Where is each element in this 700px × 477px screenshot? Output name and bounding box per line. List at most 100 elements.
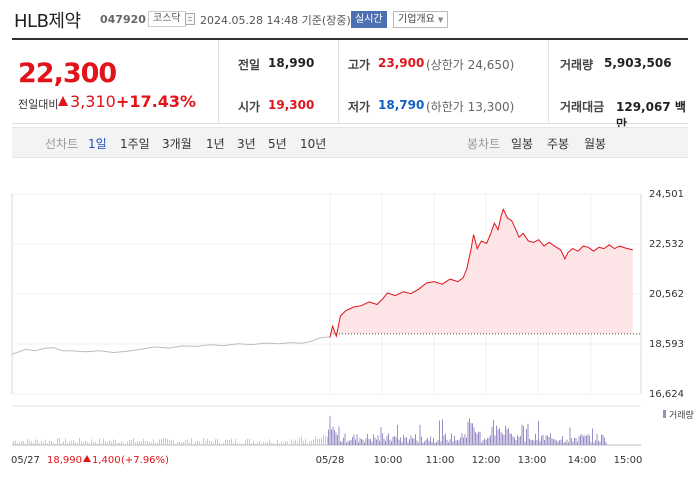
today-volume-bar <box>365 438 367 445</box>
prev-volume-bar <box>187 439 188 445</box>
today-volume-bar <box>439 420 440 445</box>
intraday-chart[interactable]: 24,501 22,532 20,562 18,593 16,624 거래량 05/28 10… <box>0 180 700 477</box>
prev-volume-bar <box>201 443 202 445</box>
today-volume-bar <box>389 439 391 445</box>
today-volume-bar <box>514 437 515 445</box>
prev-volume-bar <box>147 441 148 445</box>
prev-volume-bar <box>253 441 254 445</box>
today-volume-bar <box>538 421 539 445</box>
today-volume-bar <box>524 441 526 445</box>
company-overview-dropdown[interactable]: 기업개요 ▼ <box>393 11 449 28</box>
today-volume-bar <box>385 440 386 445</box>
today-volume-bar <box>350 439 352 445</box>
prev-volume-bar <box>23 440 24 445</box>
tab-1day[interactable]: 1일 <box>88 137 107 151</box>
prev-volume-bar <box>199 441 200 445</box>
tab-10years[interactable]: 10년 <box>300 137 327 151</box>
today-volume-bar <box>563 442 565 445</box>
prev-volume-bar <box>175 443 176 445</box>
prev-day-change: 1,400 <box>92 455 121 466</box>
prev-volume-bar <box>285 441 286 445</box>
realtime-button[interactable]: 실시간 <box>351 11 387 28</box>
today-volume-bar <box>470 423 472 445</box>
today-volume-bar <box>505 425 506 445</box>
prev-close-value: 18,990 <box>268 56 315 70</box>
divider <box>548 40 549 124</box>
today-volume-bar <box>328 429 329 445</box>
prev-volume-bar <box>69 441 70 445</box>
today-volume-bar <box>469 418 470 445</box>
tab-1year[interactable]: 1년 <box>206 137 225 151</box>
prev-volume-bar <box>53 442 54 445</box>
prev-volume-bar <box>97 443 98 445</box>
tab-1week[interactable]: 1주일 <box>120 137 150 151</box>
prev-volume-bar <box>61 443 62 445</box>
tab-3months[interactable]: 3개월 <box>162 137 192 151</box>
today-volume-bar <box>494 435 496 445</box>
prev-volume-bar <box>295 439 296 445</box>
stock-name[interactable]: HLB제약 <box>14 11 81 32</box>
prev-volume-bar <box>111 441 112 445</box>
today-volume-bar <box>497 429 499 445</box>
price-summary: 22,300 전일대비 3,310 +17.43% 전일 18,990 시가 1… <box>12 38 688 131</box>
today-volume-bar <box>430 436 431 445</box>
prev-volume-bar <box>151 442 152 445</box>
today-volume-bar <box>431 442 433 445</box>
prev-volume-bar <box>57 438 58 445</box>
prev-volume-bar <box>311 440 312 445</box>
tab-monthly-candle[interactable]: 월봉 <box>584 137 607 151</box>
today-volume-bar <box>493 419 494 445</box>
stock-code: 047920 <box>100 13 146 26</box>
today-volume-bar <box>571 437 572 445</box>
amount-value: 129,067 백만 <box>616 100 686 131</box>
today-volume-bar <box>508 428 509 445</box>
today-volume-bar <box>575 438 577 445</box>
prev-volume-bar <box>193 443 194 445</box>
tab-daily-candle[interactable]: 일봉 <box>511 137 534 151</box>
tab-3years[interactable]: 3년 <box>237 137 256 151</box>
prev-volume-bar <box>205 441 206 445</box>
prev-volume-bar <box>227 439 228 445</box>
today-volume-bar <box>445 433 446 445</box>
today-volume-bar <box>332 426 334 445</box>
volume-label: 거래량 <box>560 58 594 72</box>
today-volume-bar <box>433 438 434 445</box>
prev-volume-bar <box>167 438 168 445</box>
prev-close-label: 전일 <box>238 58 261 72</box>
prev-volume-bar <box>203 438 204 445</box>
today-volume-bar <box>440 441 442 445</box>
today-volume-bar <box>490 435 491 445</box>
prev-volume-bar <box>277 440 278 445</box>
prev-volume-bar <box>127 441 128 445</box>
today-volume-bar <box>421 436 422 445</box>
prev-volume-bar <box>99 438 100 445</box>
today-volume-bar <box>428 440 430 445</box>
today-volume-bar <box>427 437 428 445</box>
prev-volume-bar <box>31 441 32 445</box>
today-volume-bar <box>457 439 458 445</box>
prev-volume-bar <box>119 442 120 445</box>
today-volume-bar <box>401 441 403 445</box>
tab-weekly-candle[interactable]: 주봉 <box>547 137 570 151</box>
prev-volume-bar <box>63 441 64 445</box>
today-volume-bar <box>481 442 482 445</box>
prev-volume-bar <box>183 441 184 445</box>
today-volume-bar <box>479 431 481 445</box>
today-volume-bar <box>395 437 397 445</box>
today-volume-bar <box>557 441 559 445</box>
prev-volume-bar <box>71 440 72 445</box>
prev-volume-bar <box>171 440 172 445</box>
prev-volume-bar <box>169 439 170 445</box>
today-volume-bar <box>392 436 394 445</box>
today-volume-bar <box>515 440 517 445</box>
prev-volume-bar <box>157 442 158 445</box>
prev-volume-bar <box>181 442 182 445</box>
prev-volume-bar <box>293 441 294 445</box>
today-volume-bar <box>400 437 401 445</box>
tab-5years[interactable]: 5년 <box>268 137 287 151</box>
prev-volume-bar <box>95 441 96 445</box>
prev-volume-bar <box>115 440 116 445</box>
prev-volume-bar <box>299 438 300 445</box>
today-volume-bar <box>587 434 589 445</box>
change-label: 전일대비 <box>18 98 59 111</box>
